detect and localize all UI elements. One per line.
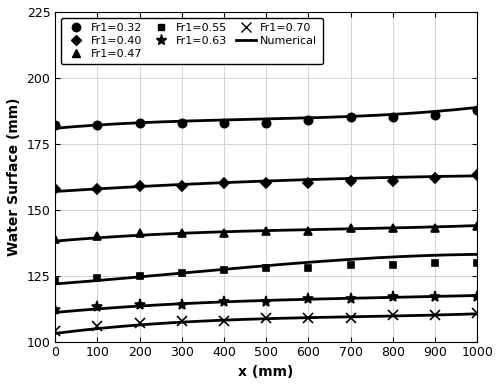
Legend: Fr1=0.32, Fr1=0.40, Fr1=0.47, Fr1=0.55, Fr1=0.63, Fr1=0.70, Numerical: Fr1=0.32, Fr1=0.40, Fr1=0.47, Fr1=0.55, … [61, 17, 323, 64]
Y-axis label: Water Surface (mm): Water Surface (mm) [7, 98, 21, 256]
X-axis label: x (mm): x (mm) [238, 365, 294, 379]
